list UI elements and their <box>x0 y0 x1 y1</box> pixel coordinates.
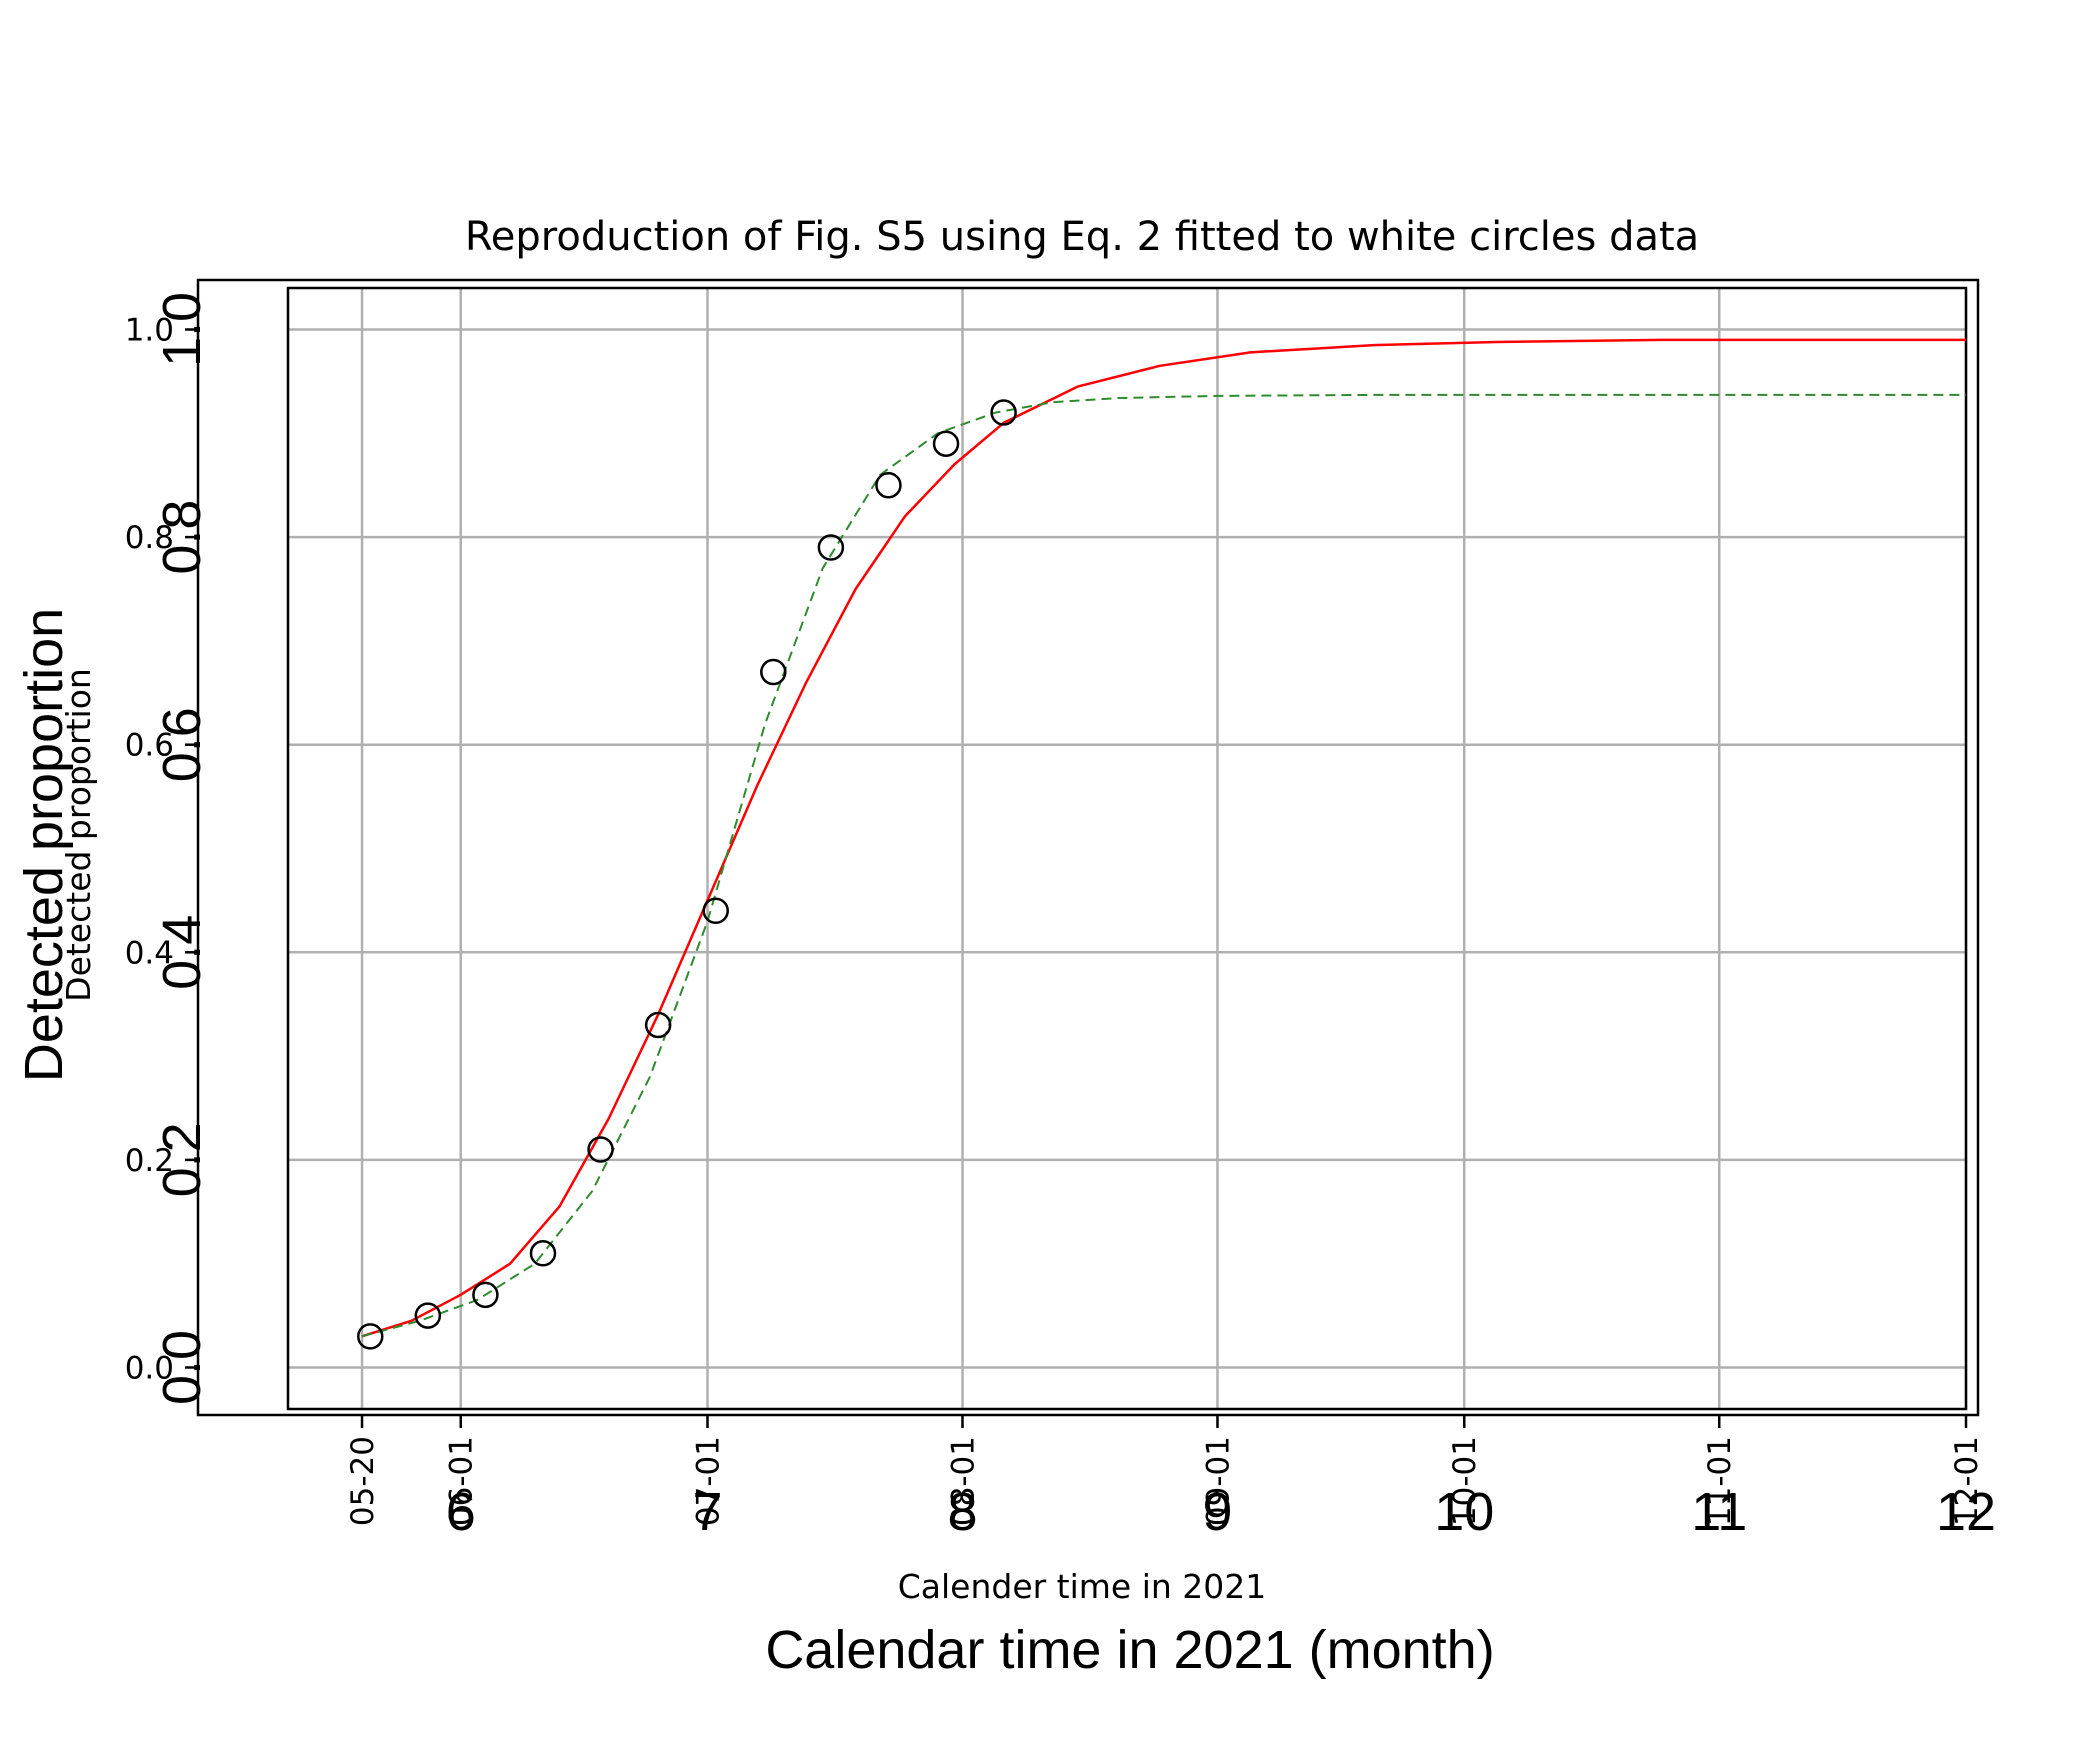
data-point <box>357 1323 384 1350</box>
overlay-x-tick-labels: 6 7 8 9 10 11 12 <box>446 1482 1996 1542</box>
y-tick-label: 0.8 <box>125 520 174 556</box>
x-tick-label: 09-01 <box>1200 1436 1236 1526</box>
overlay-x-tick-label: 7 <box>692 1482 722 1542</box>
overlay-x-tick-label: 11 <box>1691 1482 1747 1542</box>
overlay-y-axis-label: Detected proportion <box>14 608 74 1082</box>
overlay-y-tick-labels: 0.0 0.2 0.4 0.6 0.8 1.0 <box>152 292 212 1405</box>
x-tick-label: 10-01 <box>1447 1436 1483 1526</box>
y-tick-marks <box>185 328 198 1369</box>
x-tick-label: 11-01 <box>1702 1436 1738 1526</box>
overlay-x-tick-label: 12 <box>1936 1482 1996 1542</box>
data-point <box>472 1281 499 1309</box>
overlay-x-axis-label: Calendar time in 2021 (month) <box>765 1620 1494 1680</box>
chart-title: Reproduction of Fig. S5 using Eq. 2 fitt… <box>465 214 1699 260</box>
x-tick-marks <box>360 1415 1968 1428</box>
outer-axes-frame <box>196 278 1980 1417</box>
y-tick-label: 0.2 <box>125 1143 174 1179</box>
grid <box>288 288 1968 1409</box>
dashed-fit-line <box>361 393 1966 1338</box>
overlay-y-tick-label: 0.8 <box>152 500 212 575</box>
overlay-y-tick-label: 1.0 <box>152 292 212 367</box>
data-point <box>875 471 902 499</box>
x-tick-label: 07-01 <box>691 1436 727 1526</box>
overlay-x-tick-label: 10 <box>1434 1482 1494 1542</box>
x-tick-label: 08-01 <box>945 1436 981 1526</box>
data-point <box>760 658 787 686</box>
overlay-y-tick-label: 0.6 <box>152 707 212 782</box>
data-point <box>587 1136 614 1163</box>
x-tick-labels: 05-20 06-01 07-01 08-01 09-01 10-01 11-01 12-01 <box>345 1436 1985 1526</box>
y-tick-label: 1.0 <box>125 313 174 349</box>
x-tick-label: 05-20 <box>345 1436 381 1526</box>
x-tick-label: 06-01 <box>444 1436 480 1526</box>
solid-fit-line <box>361 338 1966 1338</box>
overlay-x-tick-label: 8 <box>947 1482 977 1542</box>
y-tick-label: 0.6 <box>125 728 174 764</box>
overlay-y-tick-label: 0.2 <box>152 1122 212 1197</box>
y-axis-label: Detected proportion <box>59 668 98 1002</box>
overlay-x-tick-label: 6 <box>446 1482 476 1542</box>
y-tick-label: 0.0 <box>125 1350 174 1386</box>
x-tick-label: 12-01 <box>1949 1436 1985 1526</box>
overlay-x-tick-label: 9 <box>1202 1482 1232 1542</box>
y-tick-label: 0.4 <box>125 935 174 971</box>
data-point <box>990 399 1017 426</box>
data-point <box>529 1240 557 1267</box>
y-tick-labels: 0.0 0.2 0.4 0.6 0.8 1.0 <box>125 313 174 1387</box>
data-point <box>702 897 729 925</box>
overlay-y-tick-label: 0.4 <box>152 915 212 990</box>
data-point <box>932 430 960 457</box>
data-point <box>414 1302 442 1329</box>
data-point <box>644 1011 672 1039</box>
data-point <box>817 534 845 561</box>
x-axis-label: Calender time in 2021 <box>898 1567 1267 1606</box>
inner-axes-frame <box>286 286 1968 1411</box>
overlay-y-tick-label: 0.0 <box>152 1330 212 1405</box>
series <box>357 338 1966 1350</box>
